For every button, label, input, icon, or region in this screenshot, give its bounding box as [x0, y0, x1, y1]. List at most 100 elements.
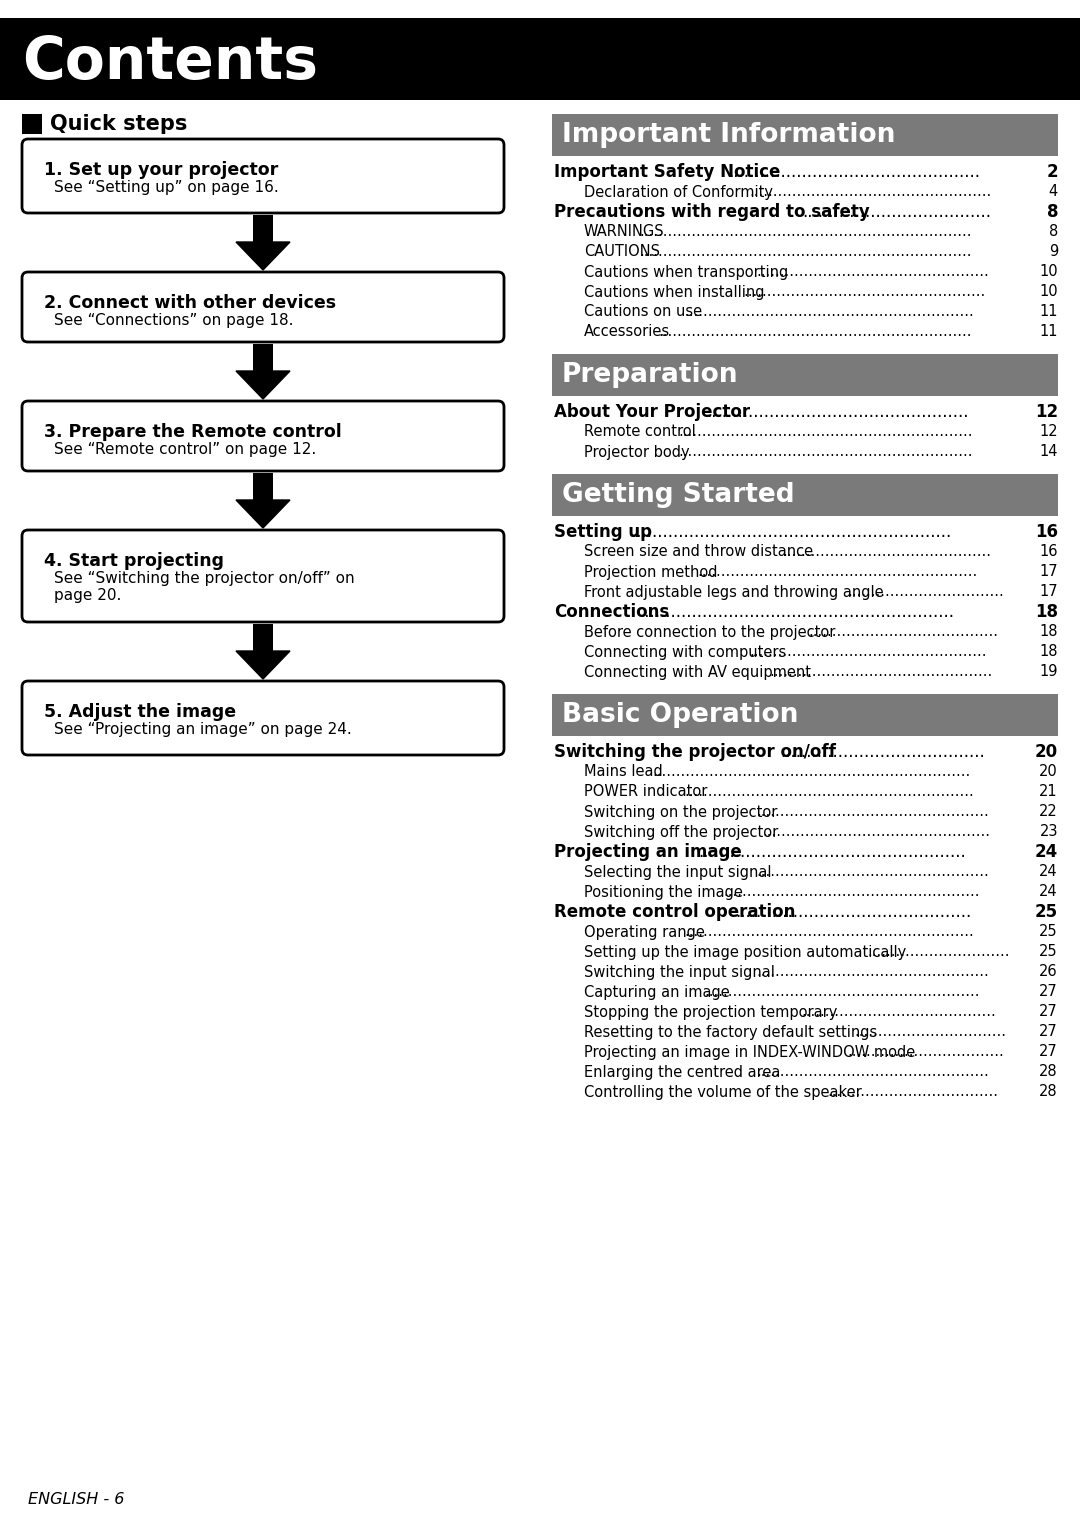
Text: Cautions on use: Cautions on use	[584, 304, 702, 319]
Text: .......................................: .......................................	[780, 743, 985, 761]
Text: Mains lead: Mains lead	[584, 764, 663, 779]
Text: Getting Started: Getting Started	[562, 481, 795, 507]
Text: Setting up: Setting up	[554, 523, 652, 541]
Text: 22: 22	[1039, 805, 1058, 819]
Text: Declaration of Conformity: Declaration of Conformity	[584, 185, 773, 200]
Text: 27: 27	[1039, 1024, 1058, 1039]
Text: 5. Adjust the image: 5. Adjust the image	[44, 703, 237, 721]
Text: 2: 2	[1047, 163, 1058, 180]
Bar	[22, 115, 42, 134]
Bar	[253, 623, 273, 651]
Text: .................................................: ........................................…	[756, 1065, 989, 1079]
Polygon shape	[237, 500, 291, 529]
Text: Precautions with regard to safety: Precautions with regard to safety	[554, 203, 869, 222]
Text: WARNINGS: WARNINGS	[584, 225, 664, 240]
Text: Capturing an image: Capturing an image	[584, 984, 730, 999]
Text: ...................................................................: ........................................…	[652, 764, 970, 779]
Text: 18: 18	[1035, 604, 1058, 620]
Text: 24: 24	[1039, 885, 1058, 900]
Text: 25: 25	[1039, 944, 1058, 960]
Text: ..............................................................: ........................................…	[678, 425, 973, 440]
FancyBboxPatch shape	[22, 400, 504, 471]
Text: 4: 4	[1049, 185, 1058, 200]
Text: ................................................: ........................................…	[728, 163, 981, 180]
Text: Before connection to the projector: Before connection to the projector	[584, 625, 835, 640]
Text: See “Switching the projector on/off” on
page 20.: See “Switching the projector on/off” on …	[54, 571, 354, 604]
Text: Positioning the image: Positioning the image	[584, 885, 743, 900]
Text: Projecting an image: Projecting an image	[554, 843, 742, 860]
Text: ..............................: ..............................	[867, 944, 1010, 960]
Text: Remote control: Remote control	[584, 425, 696, 440]
FancyBboxPatch shape	[22, 530, 504, 622]
Text: ................................: ................................	[854, 1024, 1005, 1039]
Text: Connecting with AV equipment: Connecting with AV equipment	[584, 665, 811, 680]
Text: 27: 27	[1039, 1004, 1058, 1019]
Text: ...................................................: ........................................…	[750, 185, 993, 200]
Text: 20: 20	[1035, 743, 1058, 761]
Text: ...........................................................: ........................................…	[698, 564, 977, 579]
Text: 10: 10	[1039, 284, 1058, 299]
Text: .................................: .................................	[848, 1045, 1004, 1059]
Text: ..................................................................: ........................................…	[659, 324, 972, 339]
Text: Important Safety Notice: Important Safety Notice	[554, 163, 781, 180]
Text: 24: 24	[1035, 843, 1058, 860]
Text: ..................................................: ........................................…	[750, 645, 987, 660]
Text: Basic Operation: Basic Operation	[562, 701, 798, 727]
Text: Projector body: Projector body	[584, 445, 690, 460]
FancyBboxPatch shape	[22, 139, 504, 212]
Text: ...............................................: ........................................…	[769, 665, 993, 680]
Text: 28: 28	[1039, 1065, 1058, 1079]
Bar	[552, 354, 1058, 396]
Text: ENGLISH - 6: ENGLISH - 6	[28, 1493, 124, 1508]
Text: ............................................................: ........................................…	[639, 604, 954, 620]
Text: 14: 14	[1039, 445, 1058, 460]
Text: Important Information: Important Information	[562, 122, 895, 148]
Text: 11: 11	[1039, 304, 1058, 319]
Text: See “Setting up” on page 16.: See “Setting up” on page 16.	[54, 180, 279, 196]
Text: 24: 24	[1039, 865, 1058, 880]
Text: .............................................................: ........................................…	[685, 784, 974, 799]
Text: Connecting with computers: Connecting with computers	[584, 645, 786, 660]
Bar	[552, 694, 1058, 736]
Text: Screen size and throw distance: Screen size and throw distance	[584, 544, 813, 559]
Text: ...................................................: ........................................…	[743, 284, 985, 299]
Text: 27: 27	[1039, 1045, 1058, 1059]
Text: 12: 12	[1039, 425, 1058, 440]
Text: 10: 10	[1039, 264, 1058, 280]
Text: .............................................: ........................................…	[735, 903, 972, 921]
Text: 26: 26	[1039, 964, 1058, 979]
Text: Contents: Contents	[22, 35, 318, 92]
Text: Switching the input signal: Switching the input signal	[584, 964, 774, 979]
Text: .............................................................: ........................................…	[685, 304, 974, 319]
Text: 25: 25	[1035, 903, 1058, 921]
Text: 9: 9	[1049, 244, 1058, 260]
Text: Switching the projector on/off: Switching the projector on/off	[554, 743, 836, 761]
Text: Cautions when transporting: Cautions when transporting	[584, 264, 788, 280]
Polygon shape	[237, 241, 291, 270]
Text: ......................................................................: ........................................…	[639, 244, 972, 260]
Text: 11: 11	[1039, 324, 1058, 339]
Text: ................................................: ........................................…	[762, 825, 990, 839]
Bar	[0, 18, 1080, 99]
Text: 25: 25	[1039, 924, 1058, 940]
Text: Preparation: Preparation	[562, 362, 739, 388]
Text: .................................................: ........................................…	[756, 264, 989, 280]
Text: Cautions when installing: Cautions when installing	[584, 284, 765, 299]
Text: 1. Set up your projector: 1. Set up your projector	[44, 160, 279, 179]
Text: Enlarging the centred area: Enlarging the centred area	[584, 1065, 781, 1079]
Bar	[253, 344, 273, 371]
Text: 16: 16	[1035, 523, 1058, 541]
Text: 8: 8	[1049, 225, 1058, 240]
Text: 4. Start projecting: 4. Start projecting	[44, 552, 224, 570]
Text: Operating range: Operating range	[584, 924, 705, 940]
Text: Connections: Connections	[554, 604, 670, 620]
Text: 12: 12	[1035, 403, 1058, 422]
Text: ....................................: ....................................	[802, 203, 991, 222]
Text: About Your Projector: About Your Projector	[554, 403, 751, 422]
Text: See “Projecting an image” on page 24.: See “Projecting an image” on page 24.	[54, 723, 352, 736]
Text: Remote control operation: Remote control operation	[554, 903, 795, 921]
Text: ...................................................: ........................................…	[699, 843, 967, 860]
Text: Accessories: Accessories	[584, 324, 670, 339]
Text: ..................................................: ........................................…	[706, 403, 969, 422]
Text: See “Remote control” on page 12.: See “Remote control” on page 12.	[54, 442, 316, 457]
